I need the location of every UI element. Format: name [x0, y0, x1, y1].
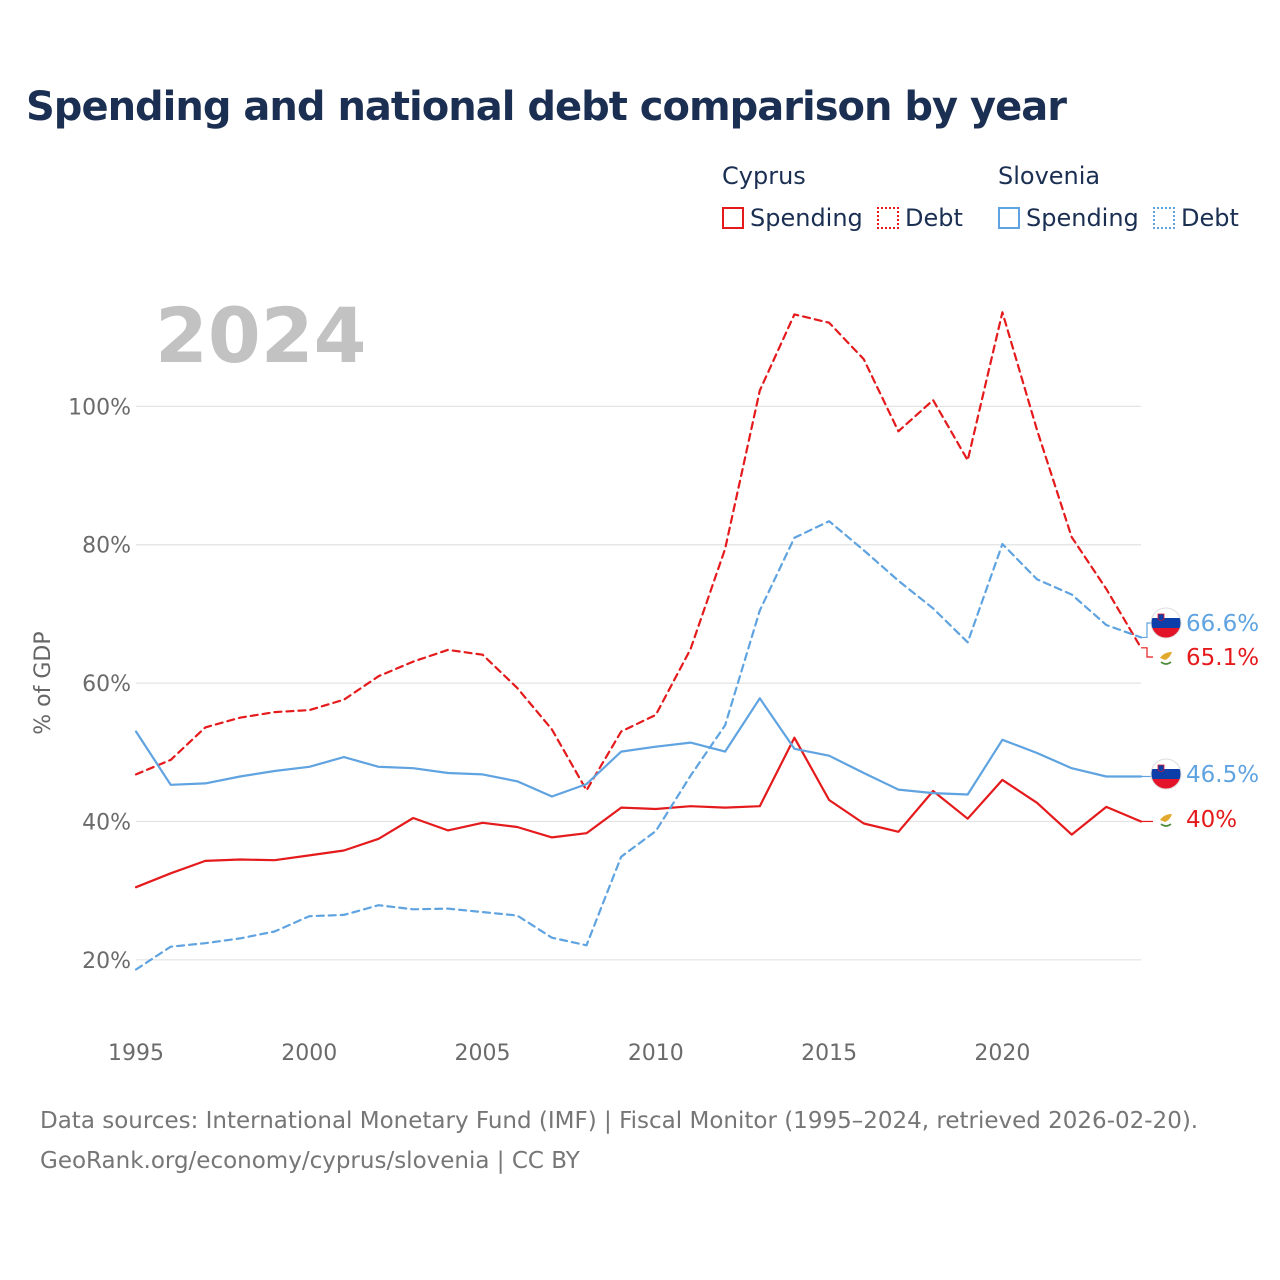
flag-island [1160, 652, 1172, 660]
flag-stripe-white [1151, 759, 1181, 769]
y-tick-label: 60% [82, 672, 131, 697]
series-line-cyprus-debt [134, 311, 1143, 792]
flag-stripe-red [1151, 628, 1181, 638]
slovenia-flag-icon [1150, 607, 1182, 639]
leader-line [1141, 647, 1153, 658]
legend-item-cyprus-debt[interactable]: Debt [877, 204, 963, 232]
y-axis-label: % of GDP [31, 631, 56, 734]
x-tick-label: 2020 [974, 1041, 1030, 1066]
cyprus-flag-icon [1153, 644, 1179, 670]
y-tick-label: 20% [82, 949, 131, 974]
legend-swatch-solid [998, 207, 1020, 229]
end-value-label: 65.1% [1186, 645, 1259, 671]
y-ticks: 20% 40% 60% 80% 100% [68, 395, 131, 973]
x-ticks: 1995 2000 2005 2010 2015 2020 [108, 1041, 1030, 1066]
flag-stripe-blue [1151, 618, 1181, 628]
year-label: 2024 [155, 291, 367, 380]
flag-island [1160, 814, 1172, 822]
legend-swatch-dotted [877, 207, 899, 229]
flag-coat-of-arms [1157, 764, 1165, 772]
flag-olive-branches [1160, 661, 1172, 665]
leader-line [1141, 622, 1153, 639]
end-value-label: 40% [1186, 807, 1237, 833]
legend-item-slovenia-spending[interactable]: Spending [998, 204, 1139, 232]
source-line: Data sources: International Monetary Fun… [40, 1108, 1199, 1134]
flag-olive-branches [1160, 823, 1172, 827]
y-tick-label: 40% [82, 810, 131, 835]
legend-label: Spending [750, 204, 863, 232]
series [134, 311, 1143, 971]
series-line-cyprus-spending [134, 736, 1143, 889]
y-tick-label: 80% [82, 534, 131, 559]
legend-swatch-solid [722, 207, 744, 229]
x-tick-label: 1995 [108, 1041, 164, 1066]
flag-stripe-blue [1151, 769, 1181, 779]
flag-ring [1150, 758, 1182, 790]
page-title: Spending and national debt comparison by… [26, 84, 1067, 130]
grid [136, 405, 1141, 961]
end-value-label: 66.6% [1186, 611, 1259, 637]
legend-group-slovenia: Slovenia [998, 162, 1101, 190]
legend-label: Debt [1181, 204, 1239, 232]
legend-label: Spending [1026, 204, 1139, 232]
flag-coat-of-arms [1157, 613, 1165, 621]
series-line-slovenia-spending [134, 697, 1143, 798]
x-tick-label: 2000 [281, 1041, 337, 1066]
legend-label: Debt [905, 204, 963, 232]
end-labels: 65.1% 40% 66.6% 46.5% [1141, 607, 1259, 833]
end-value-label: 46.5% [1186, 762, 1259, 788]
source-url[interactable]: GeoRank.org/economy/cyprus/slovenia | CC… [40, 1148, 580, 1174]
x-tick-label: 2005 [455, 1041, 511, 1066]
series-line-slovenia-debt [134, 520, 1143, 971]
legend-group-cyprus: Cyprus [722, 162, 806, 190]
x-tick-label: 2015 [801, 1041, 857, 1066]
x-tick-label: 2010 [628, 1041, 684, 1066]
y-tick-label: 100% [68, 395, 131, 420]
flag-stripe-red [1151, 779, 1181, 789]
legend-swatch-dotted [1153, 207, 1175, 229]
slovenia-flag-icon [1150, 758, 1182, 790]
flag-ring [1150, 607, 1182, 639]
legend-item-slovenia-debt[interactable]: Debt [1153, 204, 1239, 232]
cyprus-flag-icon [1153, 806, 1179, 832]
legend-item-cyprus-spending[interactable]: Spending [722, 204, 863, 232]
flag-stripe-white [1151, 608, 1181, 618]
